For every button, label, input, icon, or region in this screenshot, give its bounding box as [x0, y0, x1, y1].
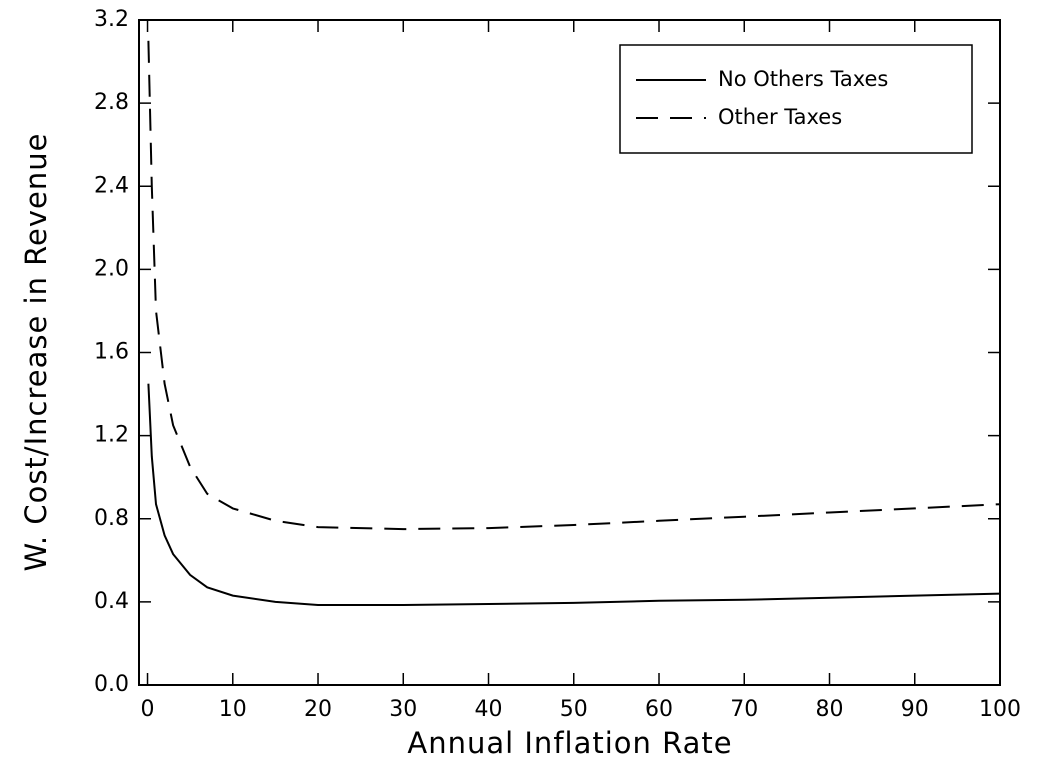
y-tick-label: 0.0 — [94, 672, 129, 697]
y-tick-label: 0.8 — [94, 506, 129, 531]
x-tick-label: 10 — [219, 697, 247, 722]
legend-box — [619, 44, 973, 154]
x-tick-label: 30 — [389, 697, 417, 722]
y-tick-label: 3.2 — [94, 7, 129, 32]
y-tick-label: 2.8 — [94, 90, 129, 115]
legend-label: Other Taxes — [718, 105, 842, 129]
x-tick-label: 100 — [979, 697, 1021, 722]
y-tick-label: 2.0 — [94, 256, 129, 281]
x-tick-label: 0 — [141, 697, 155, 722]
y-axis-label: W. Cost/Increase in Revenue — [19, 133, 53, 572]
line-series — [147, 40, 1001, 531]
x-tick-label: 90 — [901, 697, 929, 722]
line-series — [147, 383, 1001, 606]
x-axis-label: Annual Inflation Rate — [407, 726, 732, 760]
legend-label: No Others Taxes — [718, 67, 888, 91]
x-tick-label: 50 — [560, 697, 588, 722]
x-tick-label: 60 — [645, 697, 673, 722]
x-tick-label: 80 — [816, 697, 844, 722]
y-tick-label: 2.4 — [94, 173, 129, 198]
x-tick-label: 40 — [475, 697, 503, 722]
y-tick-label: 1.2 — [94, 423, 129, 448]
x-tick-label: 20 — [304, 697, 332, 722]
x-tick-label: 70 — [730, 697, 758, 722]
y-tick-label: 0.4 — [94, 589, 129, 614]
y-tick-label: 1.6 — [94, 340, 129, 365]
